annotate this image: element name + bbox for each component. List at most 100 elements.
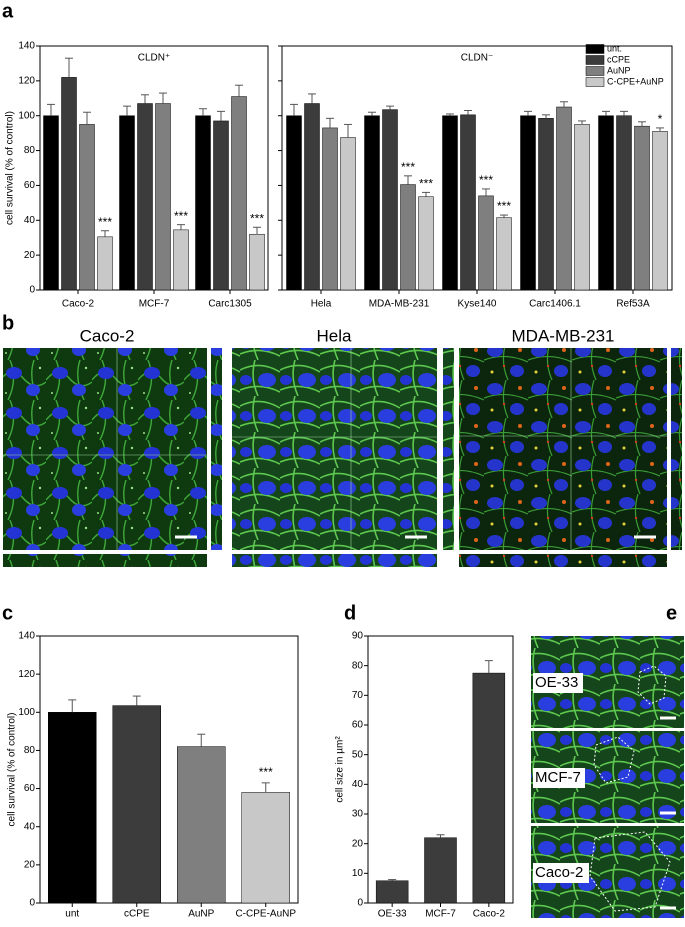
side-projection [459,554,667,567]
micrograph [459,348,667,550]
y-tick-label: 0 [29,898,35,909]
y-tick-label: 50 [352,749,364,760]
facet-title: CLDN⁺ [138,53,171,64]
y-tick-label: 20 [352,838,364,849]
y-tick-label: 120 [18,75,35,86]
bar [249,233,265,291]
image-label: OE-33 [535,674,578,691]
bar [119,115,135,291]
bar [556,106,572,291]
y-tick-label: 40 [352,779,364,790]
label-backdrop [533,863,589,883]
significance-label: *** [174,209,188,223]
bar [43,115,59,291]
y-tick-label: 60 [24,180,36,191]
x-tick-label: MDA-MB-231 [369,299,430,310]
bar [460,114,476,291]
y-tick-label: 20 [24,250,36,261]
bar [424,837,457,904]
legend-swatch [585,55,605,65]
x-tick-label: Kyse140 [458,299,497,310]
bar [472,672,506,904]
label-backdrop [533,673,583,693]
cell-outline [637,665,667,705]
legend-swatch [585,44,605,54]
image-label: Caco-2 [80,326,135,345]
y-axis-title: cell size in µm² [335,736,346,803]
y-tick-label: 80 [352,660,364,671]
legend-label: AuNP [607,65,631,75]
bar [173,229,189,291]
x-tick-label: Caco-2 [62,299,95,310]
micrograph-group: OE-33 MCF-7 Caco-2 [531,636,684,918]
panel-label: d [344,602,356,624]
x-tick-label: Caco-2 [473,909,506,920]
panel-label: b [2,312,14,334]
y-tick-label: 0 [357,898,363,909]
bar [634,125,650,291]
bar [195,115,211,291]
significance-label: *** [250,211,264,225]
x-tick-label: MCF-7 [425,909,456,920]
side-projection [671,348,682,550]
significance-label: * [658,112,663,126]
legend-swatch [585,77,605,87]
bar [418,196,434,291]
bar [286,115,302,291]
bar [652,131,668,291]
bar [112,705,161,904]
side-projection [3,554,207,567]
x-tick-label: cCPE [124,909,150,920]
bar [155,103,171,291]
significance-label: *** [479,173,493,187]
bar [97,236,113,291]
bar [61,77,77,291]
bar [382,109,398,291]
bar [137,103,153,291]
label-backdrop [533,768,585,788]
bar [574,124,590,291]
significance-label: *** [419,177,433,191]
axes-frame [39,635,299,904]
x-tick-label: C-CPE-AuNP [235,909,296,920]
bar [177,746,226,904]
x-tick-label: unt [65,909,79,920]
panel-label: a [2,0,14,22]
y-tick-label: 60 [352,720,364,731]
y-tick-label: 70 [352,690,364,701]
y-tick-label: 0 [29,285,35,296]
bar [400,184,416,291]
bar [213,120,229,291]
y-tick-label: 20 [24,859,36,870]
x-tick-label: OE-33 [378,909,407,920]
significance-label: *** [98,215,112,229]
y-tick-label: 40 [24,215,36,226]
bar [340,137,356,291]
facet-title: CLDN⁻ [461,53,494,64]
y-tick-label: 140 [18,41,35,52]
bar [79,124,95,291]
x-tick-label: Ref53A [616,299,650,310]
significance-label: *** [497,199,511,213]
bar [241,792,290,904]
bar [616,115,632,291]
x-tick-label: Hela [311,299,332,310]
y-tick-label: 100 [18,707,35,718]
micrograph [3,348,207,550]
legend-swatch [585,66,605,76]
legend-label: unt. [607,43,622,53]
bar [598,115,614,291]
panel-label: e [666,602,677,624]
bar [538,118,554,291]
bar [442,115,458,291]
y-tick-label: 60 [24,783,36,794]
y-tick-label: 100 [18,110,35,121]
x-tick-label: Carc1305 [208,299,252,310]
x-tick-label: Carc1406.1 [529,299,581,310]
side-projection [443,348,454,550]
bar [364,115,380,291]
significance-label: *** [259,765,273,779]
bar [375,880,409,904]
y-tick-label: 90 [352,631,364,642]
